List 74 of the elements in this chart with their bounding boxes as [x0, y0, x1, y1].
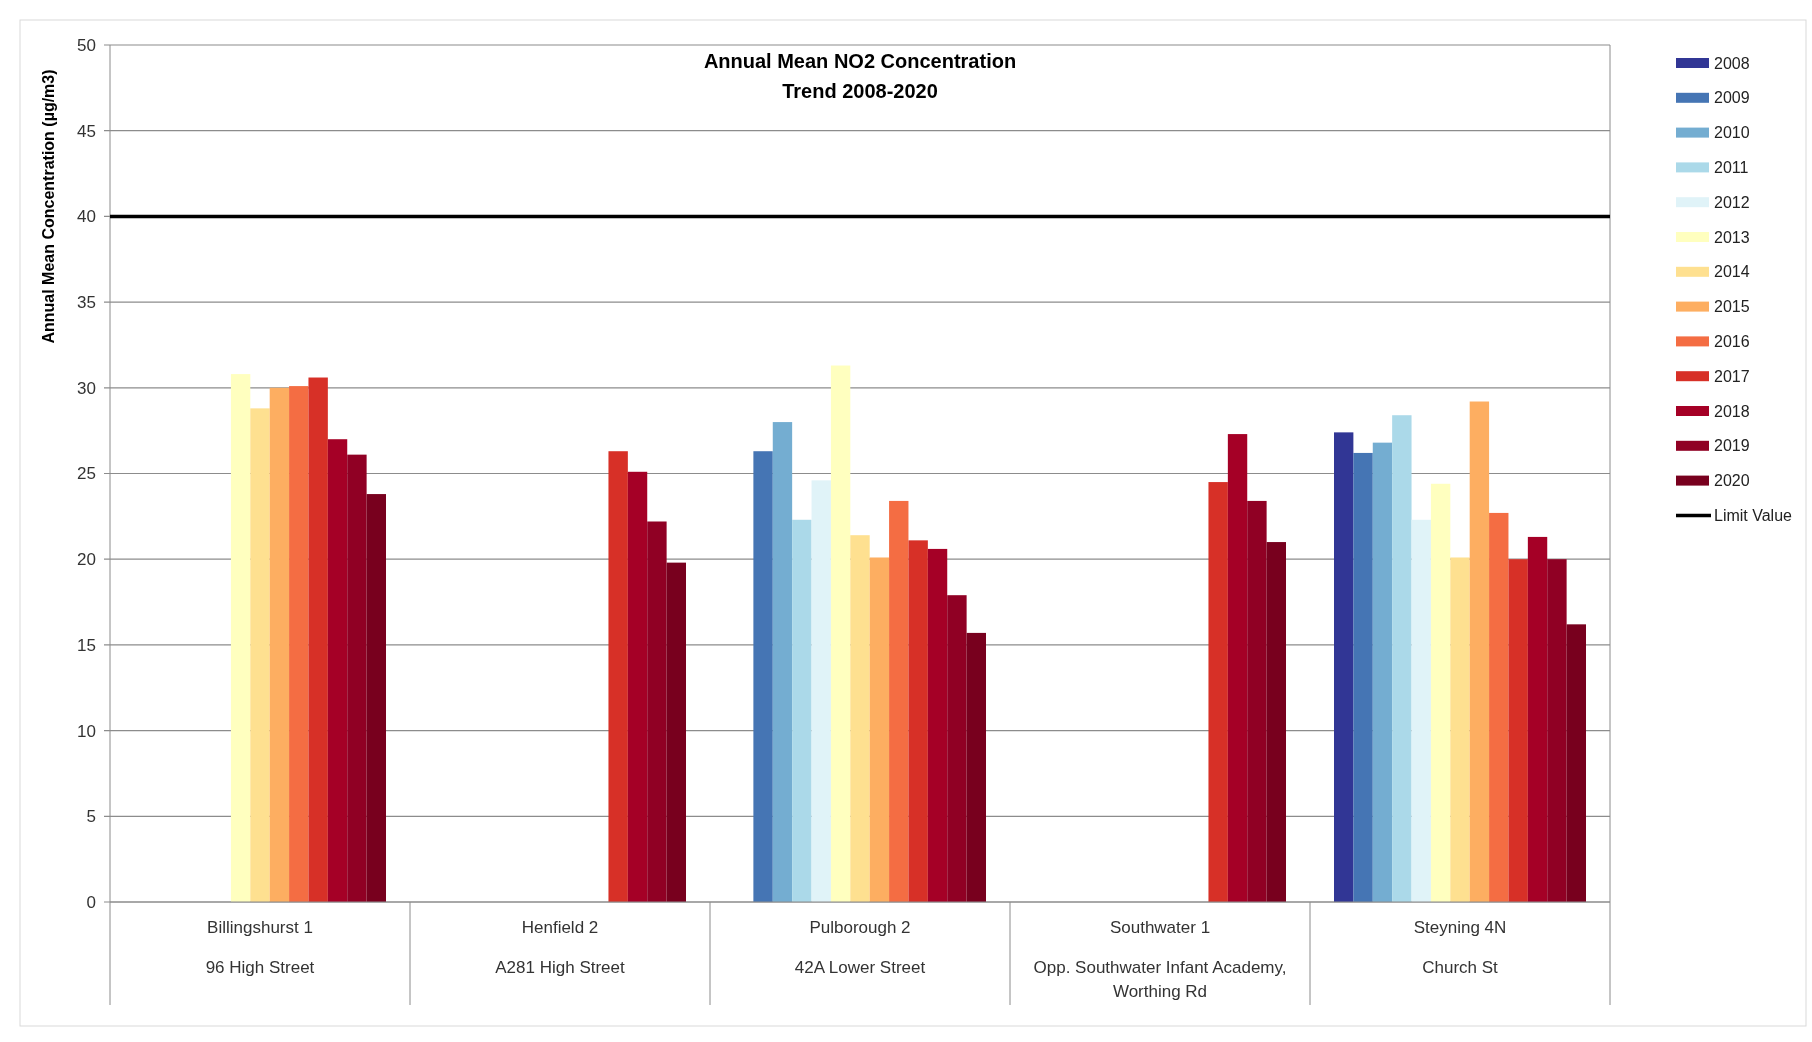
bar — [289, 386, 309, 902]
category-label: Southwater 1 Opp. Southwater Infant Academy, Worthing Rd — [1033, 918, 1287, 1001]
legend-label: 2015 — [1714, 298, 1750, 316]
y-tick-label: 5 — [86, 807, 96, 827]
legend-label: 2011 — [1714, 159, 1749, 176]
bar — [1566, 624, 1586, 902]
legend-label: 2018 — [1714, 402, 1750, 420]
bar — [269, 387, 290, 902]
y-tick-label: 15 — [77, 635, 96, 655]
bar — [753, 451, 773, 902]
y-tick-label: 50 — [77, 35, 96, 55]
y-tick-label: 30 — [77, 378, 96, 398]
bar — [869, 557, 890, 902]
category-label: Pulborough 2 42A Lower Street — [794, 918, 926, 977]
legend-label: 2014 — [1714, 263, 1750, 281]
legend-label: 2008 — [1714, 54, 1750, 72]
legend-label: 2019 — [1714, 437, 1750, 455]
bar — [327, 439, 348, 902]
bar — [1227, 434, 1248, 902]
bar — [1411, 519, 1431, 902]
legend-label: 2017 — [1714, 367, 1750, 385]
bar — [308, 377, 328, 902]
y-tick-label: 10 — [77, 721, 96, 741]
bar — [792, 519, 812, 902]
bar — [1392, 415, 1412, 902]
bar — [1469, 401, 1490, 902]
category-label: Steyning 4N Church St — [1413, 918, 1507, 977]
bar — [666, 562, 686, 902]
y-tick-label: 20 — [77, 550, 96, 570]
bar — [230, 374, 251, 902]
bar — [1450, 557, 1470, 902]
bar — [850, 535, 870, 902]
bar — [347, 454, 367, 902]
legend-label: 2012 — [1714, 193, 1750, 211]
bar — [830, 365, 851, 902]
y-tick-label: 35 — [77, 293, 96, 313]
bar — [1489, 512, 1509, 902]
bar — [889, 500, 909, 902]
bar — [811, 480, 831, 902]
bar — [250, 408, 270, 902]
bar — [927, 548, 948, 902]
bar — [366, 494, 386, 902]
y-tick-label: 0 — [86, 892, 96, 912]
bar — [1430, 483, 1451, 902]
legend-label: 2016 — [1714, 333, 1750, 350]
bar — [1353, 452, 1373, 902]
bar — [772, 422, 793, 902]
bar — [1266, 542, 1286, 902]
bar — [627, 471, 648, 902]
bar — [1208, 482, 1228, 902]
legend-label: 2020 — [1714, 472, 1750, 490]
bar — [947, 595, 967, 902]
category-label: Henfield 2 A281 High Street — [495, 918, 625, 977]
legend-label: Limit Value — [1714, 507, 1793, 524]
bar — [1547, 559, 1567, 902]
legend-label: 2013 — [1714, 228, 1750, 246]
bar — [608, 451, 628, 902]
legend-label: 2010 — [1714, 124, 1750, 142]
bar — [1508, 559, 1528, 902]
y-tick-label: 25 — [77, 464, 96, 484]
y-tick-label: 45 — [77, 121, 96, 141]
y-tick-label: 40 — [77, 207, 96, 227]
bar — [647, 521, 667, 902]
text: Trend 2008-2020 — [782, 80, 938, 102]
bar — [1372, 442, 1393, 902]
bar — [1334, 432, 1354, 902]
chart-title: Annual Mean NO2 Concentration — [703, 50, 1017, 72]
y-axis-title: Annual Mean Concentration (µg/m3) — [40, 69, 57, 344]
legend-label: 2009 — [1714, 89, 1750, 107]
bar — [908, 540, 928, 902]
bar — [966, 632, 986, 902]
bar — [1527, 536, 1548, 902]
bar — [1247, 500, 1267, 902]
category-label: Billingshurst 1 96 High Street — [205, 918, 315, 977]
